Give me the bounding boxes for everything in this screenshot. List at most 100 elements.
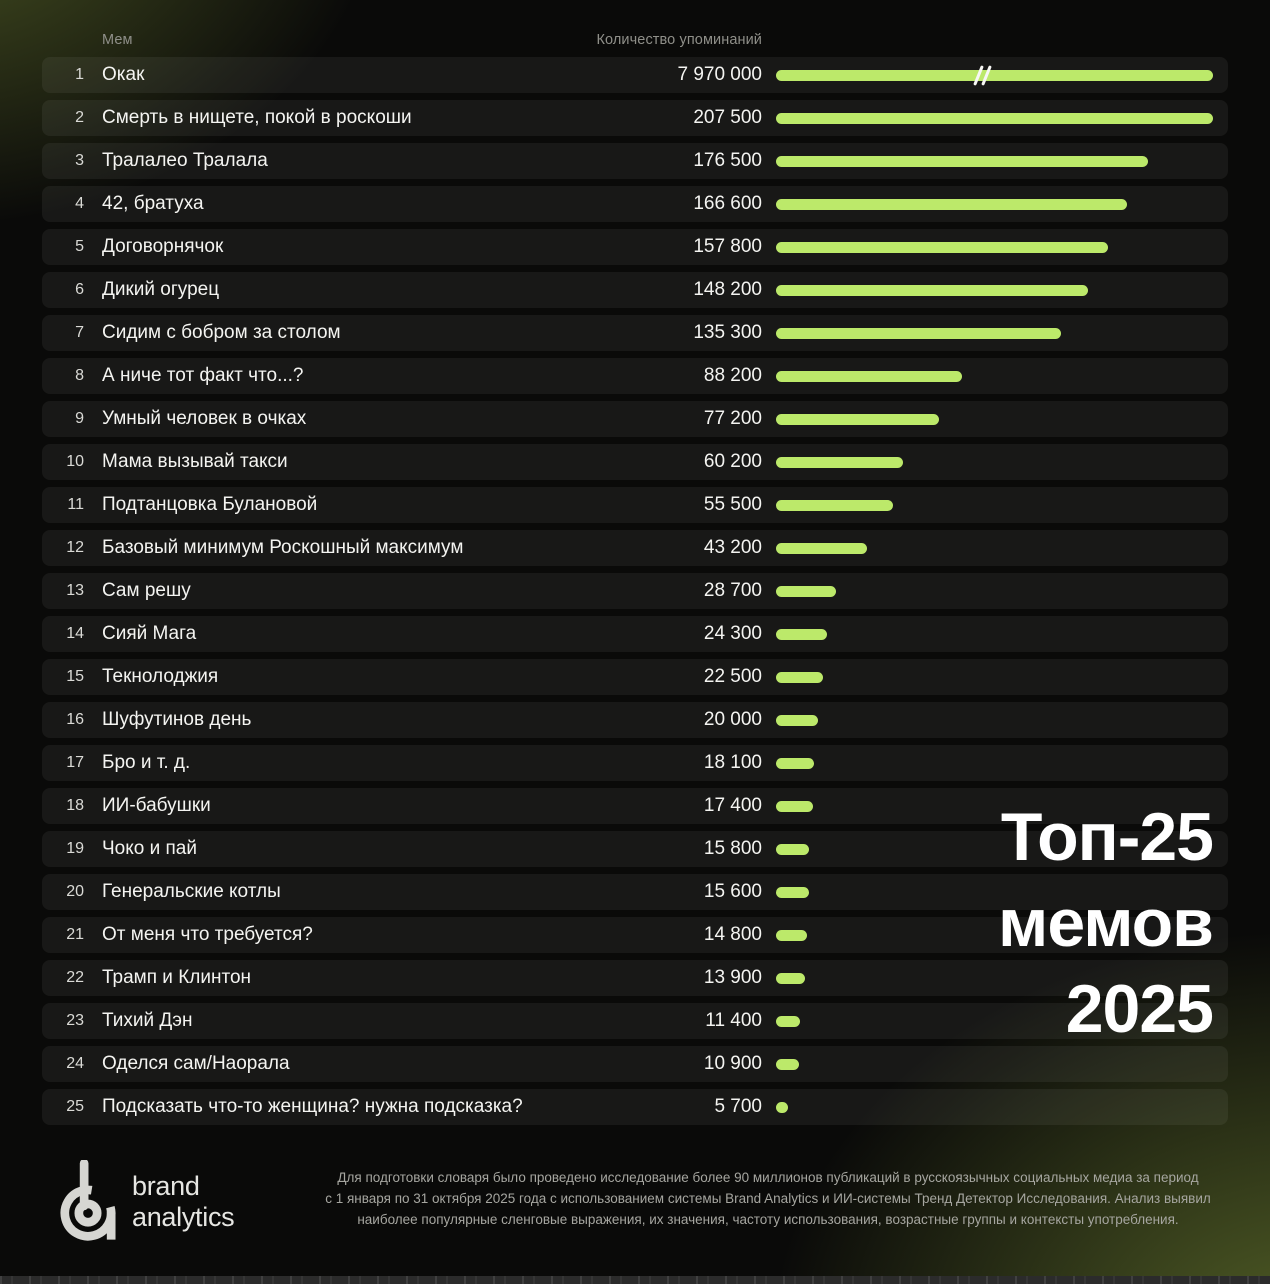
row-meme-name: Сияй Мага bbox=[102, 623, 197, 644]
row-meme-name: Договорнячок bbox=[102, 236, 224, 257]
mention-bar bbox=[776, 370, 962, 382]
table-row: 10 Мама вызывай такси 60 200 bbox=[42, 444, 1228, 480]
bar-track bbox=[776, 874, 1228, 910]
row-meme-name: Сидим с бобром за столом bbox=[102, 322, 341, 343]
table-row: 3 Тралалео Тралала 176 500 bbox=[42, 143, 1228, 179]
row-meme-name: Сам решу bbox=[102, 580, 191, 601]
row-count: 5 700 bbox=[714, 1096, 762, 1117]
bar-track bbox=[776, 573, 1228, 609]
meme-ranking-table: Мем Количество упоминаний 1 Окак 7 970 0… bbox=[42, 30, 1228, 1132]
row-meme-name: Подсказать что-то женщина? нужна подсказ… bbox=[102, 1096, 523, 1117]
row-count: 24 300 bbox=[703, 623, 762, 644]
bar-track bbox=[776, 487, 1228, 523]
row-rank: 23 bbox=[66, 1012, 84, 1029]
row-meme-name: Бро и т. д. bbox=[102, 752, 191, 773]
row-rank: 6 bbox=[75, 281, 84, 298]
mention-bar bbox=[776, 1058, 799, 1070]
mention-bar bbox=[776, 843, 809, 855]
table-row: 18 ИИ-бабушки 17 400 bbox=[42, 788, 1228, 824]
header-bar-spacer bbox=[776, 22, 1228, 58]
table-row: 12 Базовый минимум Роскошный максимум 43… bbox=[42, 530, 1228, 566]
row-rank: 18 bbox=[66, 797, 84, 814]
row-rank: 7 bbox=[75, 324, 84, 341]
bar-track bbox=[776, 659, 1228, 695]
mention-bar bbox=[776, 456, 903, 468]
row-meme-name: Подтанцовка Булановой bbox=[102, 494, 318, 515]
row-count: 22 500 bbox=[703, 666, 762, 687]
table-row: 20 Генеральские котлы 15 600 bbox=[42, 874, 1228, 910]
row-count: 28 700 bbox=[703, 580, 762, 601]
mention-bar bbox=[776, 1101, 788, 1113]
row-rank: 15 bbox=[66, 668, 84, 685]
brand-analytics-logo: brand analytics bbox=[60, 1160, 235, 1244]
table-row: 7 Сидим с бобром за столом 135 300 bbox=[42, 315, 1228, 351]
row-count: 55 500 bbox=[703, 494, 762, 515]
row-rank: 19 bbox=[66, 840, 84, 857]
mention-bar bbox=[776, 714, 818, 726]
bar-track bbox=[776, 143, 1228, 179]
header-meme-column: Мем bbox=[102, 32, 133, 48]
row-meme-name: Дикий огурец bbox=[102, 279, 220, 300]
table-row: 1 Окак 7 970 000 bbox=[42, 57, 1228, 93]
row-meme-name: Шуфутинов день bbox=[102, 709, 252, 730]
methodology-note: Для подготовки словаря было проведено ис… bbox=[300, 1167, 1236, 1230]
mention-bar bbox=[776, 1015, 800, 1027]
row-count: 43 200 bbox=[703, 537, 762, 558]
table-row: 5 Договорнячок 157 800 bbox=[42, 229, 1228, 265]
row-rank: 13 bbox=[66, 582, 84, 599]
bar-track bbox=[776, 272, 1228, 308]
mention-bar bbox=[776, 628, 827, 640]
table-row: 23 Тихий Дэн 11 400 bbox=[42, 1003, 1228, 1039]
row-meme-name: Тралалео Тралала bbox=[102, 150, 268, 171]
bar-track bbox=[776, 315, 1228, 351]
row-count: 17 400 bbox=[703, 795, 762, 816]
page-title-line-1: Топ-25 bbox=[1000, 799, 1214, 875]
row-count: 15 600 bbox=[703, 881, 762, 902]
row-rank: 9 bbox=[75, 410, 84, 427]
row-count: 7 970 000 bbox=[677, 64, 762, 85]
row-count: 14 800 bbox=[703, 924, 762, 945]
bar-track bbox=[776, 917, 1228, 953]
row-count: 157 800 bbox=[693, 236, 762, 257]
row-rank: 4 bbox=[75, 195, 84, 212]
row-count: 13 900 bbox=[703, 967, 762, 988]
row-meme-name: Смерть в нищете, покой в роскоши bbox=[102, 107, 412, 128]
row-rank: 5 bbox=[75, 238, 84, 255]
row-rank: 20 bbox=[66, 883, 84, 900]
table-row: 19 Чоко и пай 15 800 bbox=[42, 831, 1228, 867]
row-meme-name: Оделся сам/Наорала bbox=[102, 1053, 290, 1074]
mention-bar bbox=[776, 112, 1213, 124]
row-count: 20 000 bbox=[703, 709, 762, 730]
methodology-line-2: с 1 января по 31 октября 2025 года с исп… bbox=[325, 1191, 1211, 1206]
row-rank: 24 bbox=[66, 1055, 84, 1072]
mention-bar bbox=[776, 585, 836, 597]
mention-bar bbox=[776, 671, 823, 683]
row-count: 15 800 bbox=[703, 838, 762, 859]
mention-bar bbox=[776, 64, 1213, 86]
table-row: 15 Текнолоджия 22 500 bbox=[42, 659, 1228, 695]
table-row: 2 Смерть в нищете, покой в роскоши 207 5… bbox=[42, 100, 1228, 136]
row-rank: 11 bbox=[67, 496, 84, 513]
table-row: 4 42, братуха 166 600 bbox=[42, 186, 1228, 222]
bar-track bbox=[776, 1089, 1228, 1125]
mention-bar bbox=[776, 327, 1061, 339]
row-rank: 14 bbox=[66, 625, 84, 642]
row-count: 18 100 bbox=[703, 752, 762, 773]
table-rows: 1 Окак 7 970 000 2 Смерть в нищете, поко… bbox=[42, 57, 1228, 1125]
bar-track bbox=[776, 1046, 1228, 1082]
table-row: 25 Подсказать что-то женщина? нужна подс… bbox=[42, 1089, 1228, 1125]
row-meme-name: Тихий Дэн bbox=[102, 1010, 193, 1031]
bar-track bbox=[776, 745, 1228, 781]
bar-track bbox=[776, 229, 1228, 265]
wordmark-line-2: analytics bbox=[132, 1202, 235, 1232]
row-meme-name: Чоко и пай bbox=[102, 838, 197, 859]
footer: brand analytics Для подготовки словаря б… bbox=[0, 1155, 1270, 1276]
bar-track bbox=[776, 788, 1228, 824]
axis-break-icon bbox=[973, 64, 992, 86]
row-count: 148 200 bbox=[693, 279, 762, 300]
mention-bar bbox=[776, 929, 807, 941]
table-row: 6 Дикий огурец 148 200 bbox=[42, 272, 1228, 308]
mention-bar bbox=[776, 800, 813, 812]
bar-track bbox=[776, 616, 1228, 652]
